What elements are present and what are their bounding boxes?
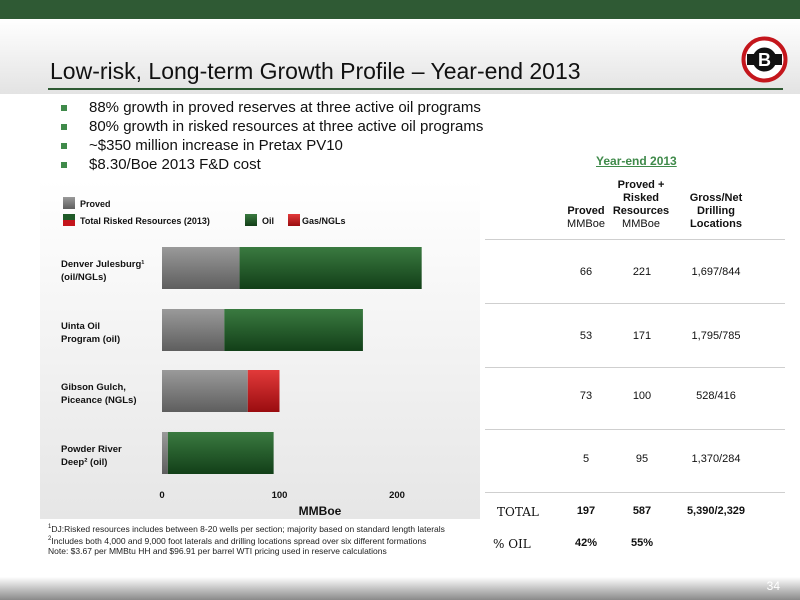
oil-pct-label: % OIL [493, 537, 531, 551]
cell-locations: 1,370/284 [691, 453, 741, 465]
total-risked: 587 [632, 505, 652, 517]
bottom-bar [0, 577, 800, 600]
logo-letter: B [758, 50, 771, 70]
bar-risked-oil [224, 309, 363, 351]
legend-swatch-oil [245, 214, 257, 226]
legend-label-gas: Gas/NGLs [302, 216, 346, 226]
col-header-proved: Proved MMBoe [567, 205, 605, 230]
bullet-list: 88% growth in proved reserves at three a… [60, 98, 483, 174]
total-label: TOTAL [497, 505, 539, 519]
bar-risked-oil [239, 247, 422, 289]
row-divider [485, 492, 785, 493]
cell-locations: 528/416 [696, 390, 736, 402]
category-label: Denver Julesburg¹ [61, 259, 144, 270]
bullet-item: 80% growth in risked resources at three … [60, 117, 483, 136]
category-label: Piceance (NGLs) [61, 395, 137, 406]
chart-panel: Proved Total Risked Resources (2013) Oil Ga… [40, 180, 480, 519]
legend-swatch-proved [63, 197, 75, 209]
bullet-square-icon [61, 105, 67, 111]
col-header-proved-risked: Proved + Risked Resources MMBoe [612, 179, 670, 230]
row-divider [485, 429, 785, 430]
bullet-item: 88% growth in proved reserves at three a… [60, 98, 483, 117]
legend-swatch-gas [288, 214, 300, 226]
bar-proved [162, 432, 168, 474]
bar-risked-gas [247, 370, 280, 412]
total-proved: 197 [576, 505, 596, 517]
header-band [0, 19, 800, 94]
table-section-title: Year-end 2013 [596, 154, 677, 168]
bullet-square-icon [61, 124, 67, 130]
top-bar [0, 0, 800, 19]
category-label: Program (oil) [61, 334, 120, 345]
legend-label-oil: Oil [262, 216, 274, 226]
bullet-item: $8.30/Boe 2013 F&D cost [60, 155, 483, 174]
row-divider [485, 367, 785, 368]
bar-proved [162, 309, 225, 351]
company-logo: B [741, 36, 788, 83]
x-tick-label: 200 [389, 490, 405, 501]
bullet-item: ~$350 million increase in Pretax PV10 [60, 136, 483, 155]
x-tick-label: 100 [272, 490, 288, 501]
page-title: Low-risk, Long-term Growth Profile – Yea… [50, 58, 581, 84]
bar-risked-oil [167, 432, 274, 474]
oil-pct-risked: 55% [630, 537, 654, 549]
category-label: (oil/NGLs) [61, 272, 106, 283]
legend-label-proved: Proved [80, 199, 111, 209]
cell-risked: 171 [632, 330, 652, 342]
reserves-bar-chart: Proved Total Risked Resources (2013) Oil Ga… [61, 197, 422, 518]
x-tick-label: 0 [159, 490, 164, 501]
bar-proved [162, 370, 248, 412]
cell-risked: 100 [632, 390, 652, 402]
category-label: Gibson Gulch, [61, 382, 126, 393]
bullet-square-icon [61, 162, 67, 168]
cell-locations: 1,697/844 [691, 266, 741, 278]
cell-proved: 53 [579, 330, 593, 342]
row-divider [485, 303, 785, 304]
cell-proved: 5 [582, 453, 590, 465]
oil-pct-proved: 42% [574, 537, 598, 549]
page-number: 34 [766, 579, 780, 593]
legend-swatch-risked-gas [63, 220, 75, 226]
legend-label-risked: Total Risked Resources (2013) [80, 216, 210, 226]
footnote-2: 2Includes both 4,000 and 9,000 foot late… [48, 535, 427, 546]
col-header-drilling-locations: Gross/Net Drilling Locations [689, 192, 743, 230]
cell-proved: 66 [579, 266, 593, 278]
footnote-1: 1DJ:Risked resources includes between 8-… [48, 523, 445, 534]
cell-proved: 73 [579, 390, 593, 402]
x-axis-label: MMBoe [299, 504, 342, 518]
cell-risked: 95 [635, 453, 649, 465]
bullet-square-icon [61, 143, 67, 149]
category-label: Uinta Oil [61, 321, 100, 332]
bar-proved [162, 247, 240, 289]
category-label: Powder River [61, 444, 122, 455]
footnotes: 1DJ:Risked resources includes between 8-… [48, 522, 445, 556]
footnote-note: Note: $3.67 per MMBtu HH and $96.91 per … [48, 545, 387, 556]
cell-locations: 1,795/785 [691, 330, 741, 342]
row-divider [485, 239, 785, 240]
legend-swatch-risked [63, 214, 75, 220]
total-locations: 5,390/2,329 [686, 505, 746, 517]
category-label: Deep² (oil) [61, 457, 107, 468]
title-rule [48, 88, 783, 90]
cell-risked: 221 [632, 266, 652, 278]
